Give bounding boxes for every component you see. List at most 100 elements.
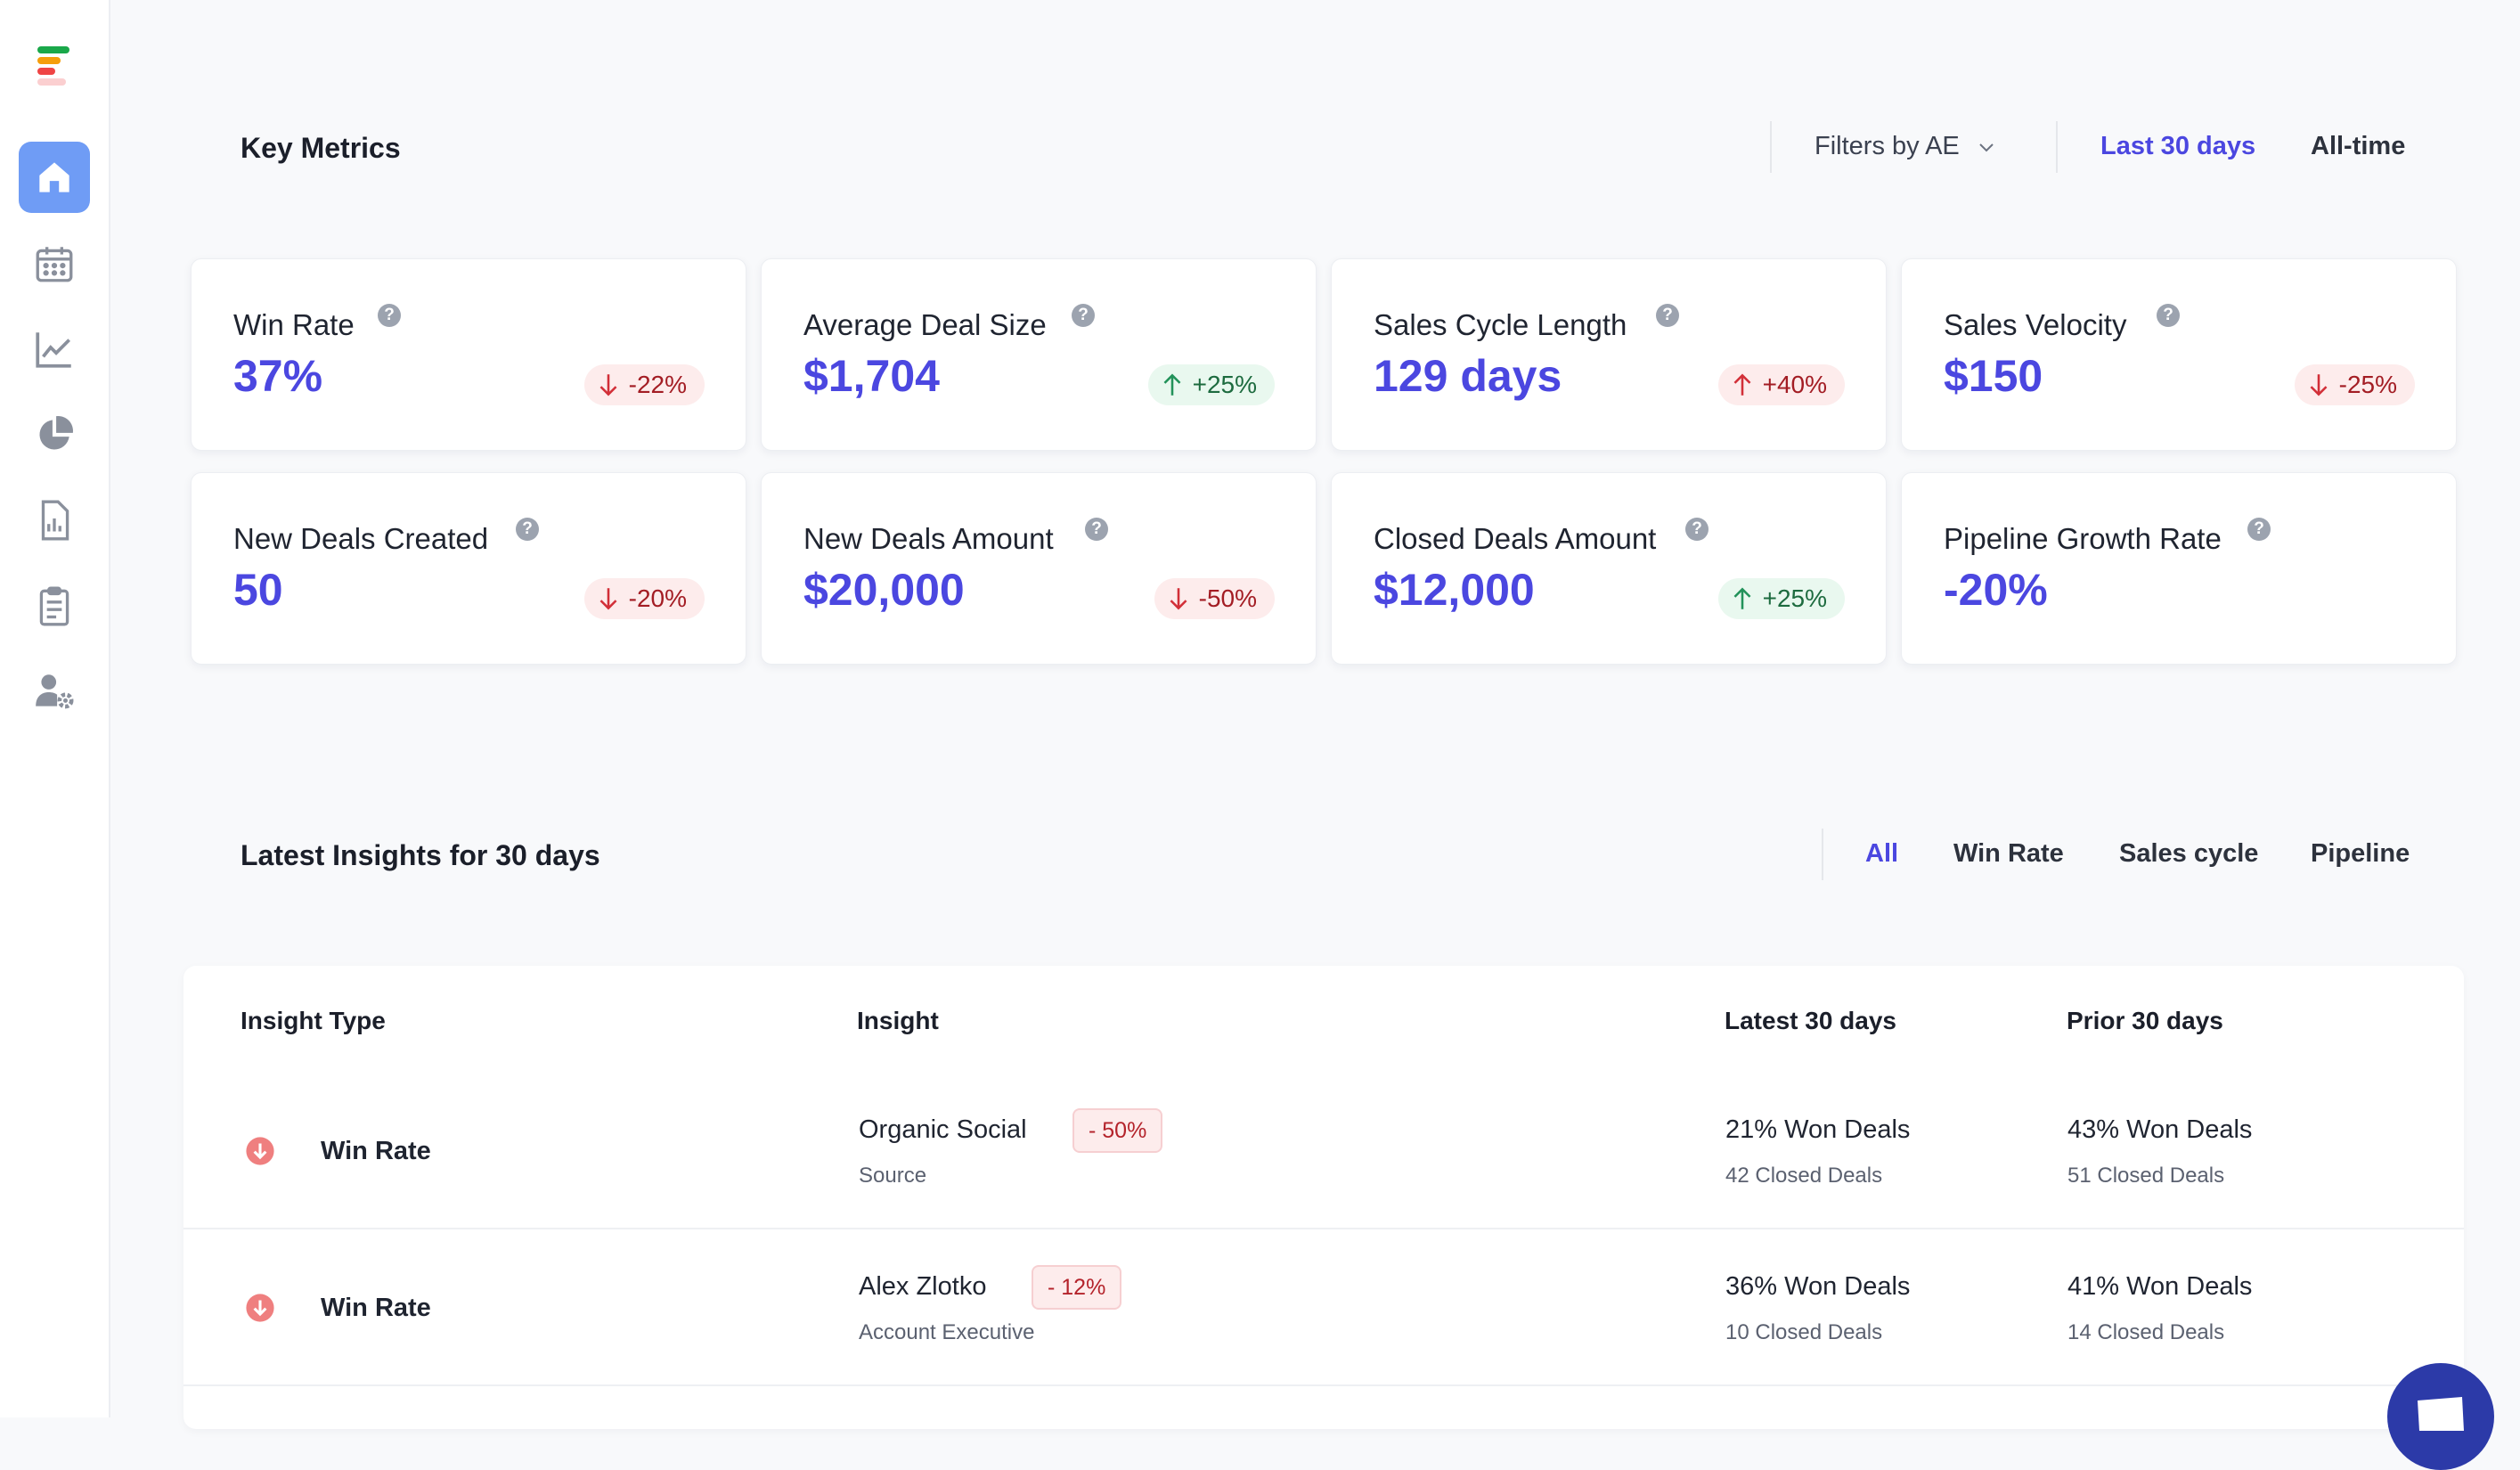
prior-main: 43% Won Deals <box>2067 1115 2253 1144</box>
help-icon[interactable]: ? <box>1685 518 1709 541</box>
help-icon[interactable]: ? <box>1085 518 1108 541</box>
nav-calendar[interactable] <box>19 228 90 299</box>
arrow-up-icon <box>1733 587 1751 609</box>
insight-name: Organic Social <box>859 1115 1027 1144</box>
filter-by-ae-dropdown[interactable]: Filters by AE <box>1815 132 1997 161</box>
home-icon <box>39 162 69 192</box>
metric-label: New Deals Amount <box>803 522 1054 555</box>
change-badge: +25% <box>1147 364 1275 405</box>
change-badge: -22% <box>583 364 705 405</box>
metric-label: Pipeline Growth Rate <box>1944 522 2222 555</box>
metric-card-win-rate: Win Rate ? 37% -22% <box>191 258 746 451</box>
metric-value: 50 <box>233 565 283 615</box>
help-icon[interactable]: ? <box>1072 304 1095 327</box>
metric-value: 37% <box>233 351 323 401</box>
metric-value: $1,704 <box>803 351 940 401</box>
chevron-down-icon <box>1979 143 1994 151</box>
metric-label: Win Rate <box>233 308 355 341</box>
metric-label: New Deals Created <box>233 522 489 555</box>
insight-category: Account Executive <box>859 1320 1035 1344</box>
divider <box>1822 829 1823 880</box>
metric-value: -20% <box>1944 565 2048 615</box>
change-badge: +40% <box>1717 364 1845 405</box>
row-divider <box>183 1228 2464 1229</box>
metric-value: $20,000 <box>803 565 965 615</box>
nav-user-settings[interactable] <box>19 656 90 727</box>
nav-reports[interactable] <box>19 399 90 470</box>
tab-all[interactable]: All <box>1865 839 1899 868</box>
metric-label: Average Deal Size <box>803 308 1047 341</box>
metric-card-sales-velocity: Sales Velocity ? $150 -25% <box>1901 258 2457 451</box>
nav-documents[interactable] <box>19 485 90 556</box>
line-chart-icon <box>36 332 71 368</box>
user-gear-icon <box>36 674 74 709</box>
tab-win-rate[interactable]: Win Rate <box>1953 839 2064 868</box>
metric-card-new-deals-created: New Deals Created ? 50 -20% <box>191 472 746 665</box>
metric-card-sales-cycle-length: Sales Cycle Length ? 129 days +40% <box>1331 258 1887 451</box>
metric-card-average-deal-size: Average Deal Size ? $1,704 +25% <box>761 258 1317 451</box>
divider <box>2056 121 2058 173</box>
metric-label: Sales Cycle Length <box>1374 308 1627 341</box>
key-metrics-title: Key Metrics <box>241 132 401 164</box>
metric-card-pipeline-growth-rate: Pipeline Growth Rate ? -20% <box>1901 472 2457 665</box>
change-badge: -20% <box>583 578 705 619</box>
arrow-up-icon <box>1733 373 1751 396</box>
help-icon[interactable]: ? <box>516 518 539 541</box>
latest-main: 21% Won Deals <box>1725 1115 1911 1144</box>
prior-main: 41% Won Deals <box>2067 1272 2253 1301</box>
metric-card-closed-deals-amount: Closed Deals Amount ? $12,000 +25% <box>1331 472 1887 665</box>
range-last-30-days[interactable]: Last 30 days <box>2100 132 2256 160</box>
insight-name: Alex Zlotko <box>859 1272 987 1301</box>
change-badge: -25% <box>2294 364 2415 405</box>
tab-sales-cycle[interactable]: Sales cycle <box>2119 839 2259 868</box>
metric-label: Sales Velocity <box>1944 308 2127 341</box>
insights-title: Latest Insights for 30 days <box>241 839 600 871</box>
divider <box>1770 121 1772 173</box>
metric-value: $150 <box>1944 351 2043 401</box>
decrease-icon <box>246 1294 274 1322</box>
insight-category: Source <box>859 1164 927 1188</box>
range-all-time[interactable]: All-time <box>2311 132 2406 160</box>
change-pill: - 12% <box>1032 1265 1122 1310</box>
change-badge: -50% <box>1154 578 1275 619</box>
app-logo <box>37 46 69 86</box>
help-icon[interactable]: ? <box>378 304 401 327</box>
arrow-up-icon <box>1163 373 1181 396</box>
insights-table <box>183 966 2464 1429</box>
prior-sub: 14 Closed Deals <box>2067 1320 2225 1344</box>
metric-value: 129 days <box>1374 351 1562 401</box>
clipboard-icon <box>39 586 69 626</box>
metric-card-new-deals-amount: New Deals Amount ? $20,000 -50% <box>761 472 1317 665</box>
calendar-icon <box>36 247 73 282</box>
insight-type: Win Rate <box>321 1294 431 1322</box>
help-icon[interactable]: ? <box>2247 518 2271 541</box>
nav-tasks[interactable] <box>19 570 90 641</box>
nav-home[interactable] <box>19 142 90 213</box>
insight-type: Win Rate <box>321 1137 431 1165</box>
help-icon[interactable]: ? <box>2157 304 2180 327</box>
nav-analytics[interactable] <box>19 314 90 385</box>
document-chart-icon <box>41 500 69 541</box>
column-header-prior-30-days: Prior 30 days <box>2067 1007 2223 1034</box>
decrease-icon <box>246 1137 274 1165</box>
pie-chart-icon <box>39 416 73 450</box>
change-badge: +25% <box>1717 578 1845 619</box>
change-pill: - 50% <box>1072 1108 1163 1153</box>
latest-sub: 10 Closed Deals <box>1725 1320 1883 1344</box>
column-header-latest-30-days: Latest 30 days <box>1725 1007 1896 1034</box>
chat-launcher-button[interactable] <box>2387 1363 2494 1470</box>
arrow-down-icon <box>599 588 617 610</box>
latest-main: 36% Won Deals <box>1725 1272 1911 1301</box>
help-icon[interactable]: ? <box>1656 304 1679 327</box>
column-header-insight: Insight <box>857 1007 939 1034</box>
sidebar <box>0 0 110 1417</box>
chat-icon <box>2418 1397 2464 1431</box>
metric-label: Closed Deals Amount <box>1374 522 1657 555</box>
arrow-down-icon <box>1170 588 1187 610</box>
column-header-insight-type: Insight Type <box>241 1007 386 1034</box>
prior-sub: 51 Closed Deals <box>2067 1164 2225 1188</box>
tab-pipeline[interactable]: Pipeline <box>2311 839 2410 868</box>
metric-value: $12,000 <box>1374 565 1535 615</box>
latest-sub: 42 Closed Deals <box>1725 1164 1883 1188</box>
arrow-down-icon <box>599 374 617 396</box>
